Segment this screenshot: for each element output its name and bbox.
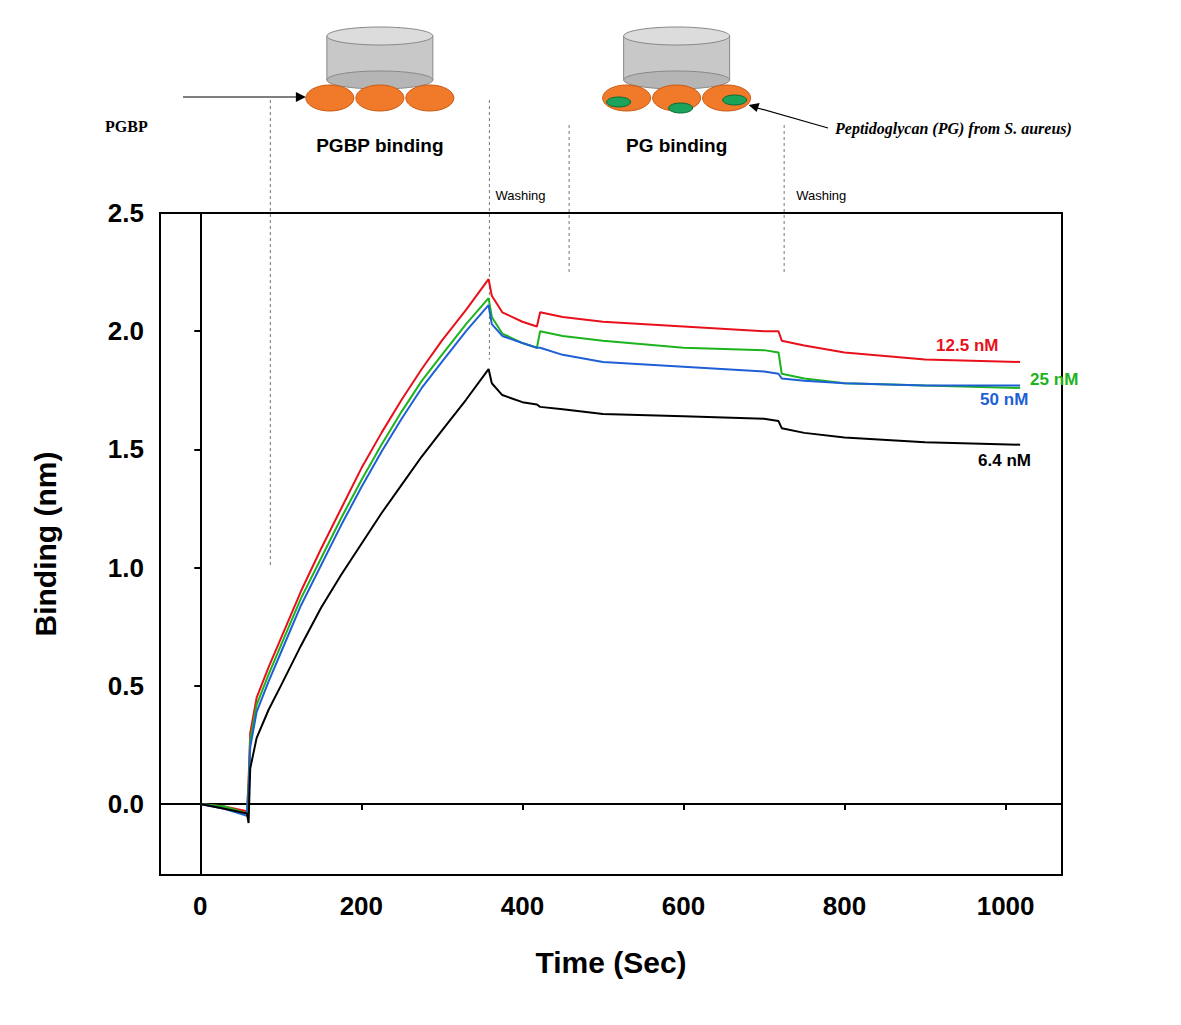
svg-text:0: 0 <box>193 891 207 921</box>
svg-text:Washing: Washing <box>495 188 545 203</box>
svg-text:2.0: 2.0 <box>108 316 144 346</box>
svg-text:Washing: Washing <box>796 188 846 203</box>
svg-text:1000: 1000 <box>977 891 1035 921</box>
svg-text:0.0: 0.0 <box>108 789 144 819</box>
svg-text:1.5: 1.5 <box>108 434 144 464</box>
svg-text:800: 800 <box>823 891 866 921</box>
svg-text:PGBP: PGBP <box>105 118 148 135</box>
svg-text:12.5 nM: 12.5 nM <box>936 336 998 355</box>
svg-text:400: 400 <box>501 891 544 921</box>
svg-text:25 nM: 25 nM <box>1030 370 1078 389</box>
svg-text:2.5: 2.5 <box>108 198 144 228</box>
svg-text:Peptidoglycan (PG) from S. aur: Peptidoglycan (PG) from S. aureus) <box>834 120 1072 138</box>
svg-text:1.0: 1.0 <box>108 553 144 583</box>
svg-text:200: 200 <box>340 891 383 921</box>
svg-text:50 nM: 50 nM <box>980 390 1028 409</box>
svg-text:PG binding: PG binding <box>626 135 727 156</box>
svg-text:PGBP binding: PGBP binding <box>316 135 443 156</box>
svg-text:0.5: 0.5 <box>108 671 144 701</box>
svg-text:Binding (nm): Binding (nm) <box>29 452 62 637</box>
svg-text:6.4 nM: 6.4 nM <box>978 451 1031 470</box>
svg-text:Time (Sec): Time (Sec) <box>535 946 686 979</box>
svg-text:600: 600 <box>662 891 705 921</box>
